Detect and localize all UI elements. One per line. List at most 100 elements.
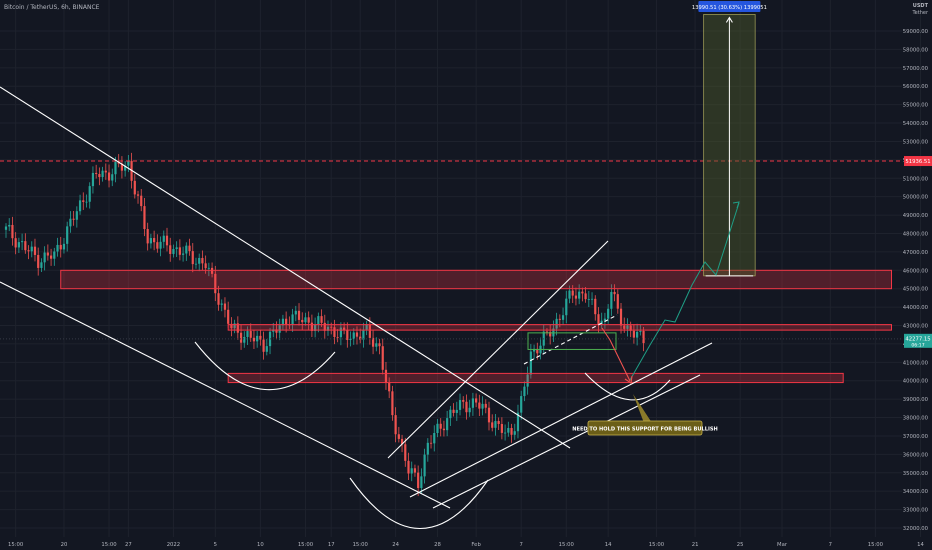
candle-body [581,291,584,294]
candle-body [584,293,587,300]
candle-body [69,218,72,227]
candle-body [256,335,259,342]
candle-body [378,343,381,347]
x-tick-label: 15:00 [559,542,575,548]
x-tick-label: 15:00 [101,542,117,548]
candle-body [391,391,394,416]
y-tick-label: 55000.00 [903,103,929,109]
y-tick-label: 49000.00 [903,213,929,219]
candle-body [594,298,597,315]
candle-body [504,432,507,434]
resistance-price-tag [904,156,932,167]
candle-body [571,290,574,296]
candle-body [82,200,85,202]
candle-body [307,317,310,323]
candle-body [452,409,455,413]
candle-body [616,294,619,309]
candle-body [120,163,124,171]
candle-body [513,431,516,435]
candle-body [420,476,423,489]
target-label-bg [698,1,761,12]
x-tick-label: 7 [520,542,523,548]
candle-body [587,299,590,300]
candle-body [426,442,429,455]
candle-body [59,244,62,250]
candle-body [449,409,452,419]
x-tick-label: 7 [829,542,832,548]
candle-body [210,267,214,274]
candle-body [188,245,191,252]
candle-body [243,336,246,343]
last-price-tag [904,333,932,348]
candle-body [545,331,549,333]
candle-body [146,229,149,244]
candle-body [610,291,613,309]
y-tick-label: 37000.00 [903,434,929,440]
y-tick-label: 56000.00 [903,84,929,90]
candle-body [301,319,304,323]
candle-body [343,327,346,331]
candle-body [265,346,268,352]
candle-body [333,327,336,337]
candle-body [475,398,478,403]
candle-body [207,267,210,269]
candle-body [85,201,88,203]
y-tick-label: 33000.00 [903,508,929,514]
candle-body [17,242,20,248]
candle-body [278,325,281,333]
candle-body [561,315,565,320]
candle-body [37,254,40,268]
x-tick-label: 21 [692,542,699,548]
candle-body [172,249,175,254]
candle-body [555,318,558,329]
candle-body [214,273,217,294]
candle-body [194,263,198,265]
candle-body [433,433,436,444]
candle-body [603,318,607,321]
candle-body [114,161,117,175]
y-tick-label: 44000.00 [903,305,929,311]
consolidation-box [527,332,617,350]
candle-body [642,330,645,344]
candle-body [111,174,114,181]
candle-body [417,472,420,489]
candle-body [178,247,181,255]
candle-body [281,318,285,326]
candle-body [56,244,59,252]
candle-body [72,218,75,220]
candle-body [491,422,494,428]
candle-body [442,428,446,431]
candle-body [323,322,326,331]
candle-body [21,241,24,243]
x-tick-label: 25 [737,542,744,548]
candle-body [349,338,352,341]
x-tick-label: 15:00 [8,542,24,548]
candle-body [53,251,56,259]
x-tick-label: 14 [917,542,924,548]
candle-body [320,316,323,323]
annotation-box [587,420,703,436]
candle-body [291,314,294,325]
candle-body [191,251,194,265]
annotation-pointer [633,394,652,423]
candle-body [246,331,249,337]
candle-body [185,245,188,254]
candle-body [101,170,104,178]
candle-body [365,324,368,330]
candle-body [613,291,616,295]
candle-body [91,172,95,187]
candle-body [359,336,362,340]
candle-body [233,323,236,329]
candle-body [368,324,371,338]
candle-body [165,235,169,246]
chart-title: Bitcoin / TetherUS, 6h, BINANCE [4,4,100,11]
y-tick-label: 47000.00 [903,250,929,256]
resistance-price-label: 51936.51 [905,159,930,165]
last-price-label: 42277.15 [905,336,930,342]
candle-body [446,418,449,431]
candle-body [275,329,278,333]
candle-body [204,263,207,269]
candle-body [304,317,307,323]
x-tick-label: Feb [471,542,481,548]
